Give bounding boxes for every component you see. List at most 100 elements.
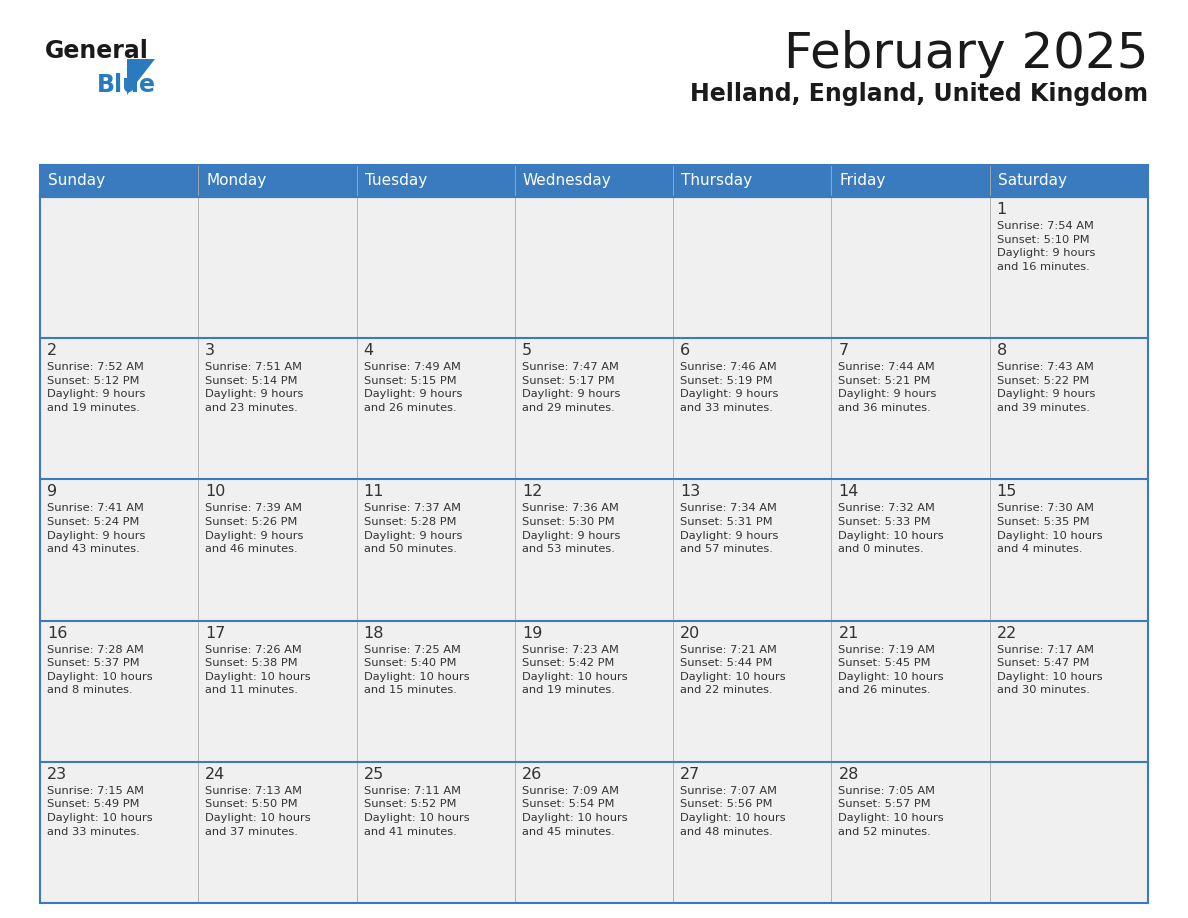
Text: Sunrise: 7:37 AM
Sunset: 5:28 PM
Daylight: 9 hours
and 50 minutes.: Sunrise: 7:37 AM Sunset: 5:28 PM Dayligh… xyxy=(364,503,462,554)
Text: 12: 12 xyxy=(522,485,542,499)
Bar xyxy=(356,621,514,762)
Text: Monday: Monday xyxy=(207,174,266,188)
Bar xyxy=(832,165,990,197)
Bar xyxy=(198,338,356,479)
Text: Sunday: Sunday xyxy=(48,174,105,188)
Text: Sunrise: 7:11 AM
Sunset: 5:52 PM
Daylight: 10 hours
and 41 minutes.: Sunrise: 7:11 AM Sunset: 5:52 PM Dayligh… xyxy=(364,786,469,836)
Text: 28: 28 xyxy=(839,767,859,782)
Text: February 2025: February 2025 xyxy=(784,30,1148,78)
Bar xyxy=(990,165,1148,197)
Text: Thursday: Thursday xyxy=(681,174,752,188)
Polygon shape xyxy=(127,59,154,95)
Text: 19: 19 xyxy=(522,625,542,641)
Text: Sunrise: 7:19 AM
Sunset: 5:45 PM
Daylight: 10 hours
and 26 minutes.: Sunrise: 7:19 AM Sunset: 5:45 PM Dayligh… xyxy=(839,644,944,696)
Text: 27: 27 xyxy=(681,767,701,782)
Text: Sunrise: 7:25 AM
Sunset: 5:40 PM
Daylight: 10 hours
and 15 minutes.: Sunrise: 7:25 AM Sunset: 5:40 PM Dayligh… xyxy=(364,644,469,696)
Text: Sunrise: 7:05 AM
Sunset: 5:57 PM
Daylight: 10 hours
and 52 minutes.: Sunrise: 7:05 AM Sunset: 5:57 PM Dayligh… xyxy=(839,786,944,836)
Text: 9: 9 xyxy=(48,485,57,499)
Text: 7: 7 xyxy=(839,343,848,358)
Bar xyxy=(40,197,198,338)
Bar xyxy=(832,479,990,621)
Text: Sunrise: 7:47 AM
Sunset: 5:17 PM
Daylight: 9 hours
and 29 minutes.: Sunrise: 7:47 AM Sunset: 5:17 PM Dayligh… xyxy=(522,363,620,413)
Text: Sunrise: 7:23 AM
Sunset: 5:42 PM
Daylight: 10 hours
and 19 minutes.: Sunrise: 7:23 AM Sunset: 5:42 PM Dayligh… xyxy=(522,644,627,696)
Text: 20: 20 xyxy=(681,625,701,641)
Text: 17: 17 xyxy=(206,625,226,641)
Bar xyxy=(198,197,356,338)
Text: Sunrise: 7:09 AM
Sunset: 5:54 PM
Daylight: 10 hours
and 45 minutes.: Sunrise: 7:09 AM Sunset: 5:54 PM Dayligh… xyxy=(522,786,627,836)
Bar xyxy=(514,621,674,762)
Text: Sunrise: 7:52 AM
Sunset: 5:12 PM
Daylight: 9 hours
and 19 minutes.: Sunrise: 7:52 AM Sunset: 5:12 PM Dayligh… xyxy=(48,363,145,413)
Bar xyxy=(674,165,832,197)
Bar xyxy=(40,621,198,762)
Text: Sunrise: 7:07 AM
Sunset: 5:56 PM
Daylight: 10 hours
and 48 minutes.: Sunrise: 7:07 AM Sunset: 5:56 PM Dayligh… xyxy=(681,786,785,836)
Bar xyxy=(40,165,198,197)
Bar xyxy=(514,197,674,338)
Bar xyxy=(674,762,832,903)
Text: Sunrise: 7:30 AM
Sunset: 5:35 PM
Daylight: 10 hours
and 4 minutes.: Sunrise: 7:30 AM Sunset: 5:35 PM Dayligh… xyxy=(997,503,1102,554)
Bar xyxy=(356,165,514,197)
Text: General: General xyxy=(45,39,148,63)
Bar xyxy=(832,197,990,338)
Bar xyxy=(356,762,514,903)
Bar xyxy=(198,762,356,903)
Bar xyxy=(514,338,674,479)
Text: 23: 23 xyxy=(48,767,68,782)
Text: 24: 24 xyxy=(206,767,226,782)
Bar xyxy=(40,762,198,903)
Text: 5: 5 xyxy=(522,343,532,358)
Bar xyxy=(40,479,198,621)
Text: Sunrise: 7:17 AM
Sunset: 5:47 PM
Daylight: 10 hours
and 30 minutes.: Sunrise: 7:17 AM Sunset: 5:47 PM Dayligh… xyxy=(997,644,1102,696)
Text: Sunrise: 7:41 AM
Sunset: 5:24 PM
Daylight: 9 hours
and 43 minutes.: Sunrise: 7:41 AM Sunset: 5:24 PM Dayligh… xyxy=(48,503,145,554)
Bar xyxy=(990,621,1148,762)
Bar xyxy=(514,762,674,903)
Text: Tuesday: Tuesday xyxy=(365,174,426,188)
Text: Sunrise: 7:46 AM
Sunset: 5:19 PM
Daylight: 9 hours
and 33 minutes.: Sunrise: 7:46 AM Sunset: 5:19 PM Dayligh… xyxy=(681,363,778,413)
Bar xyxy=(198,479,356,621)
Text: Helland, England, United Kingdom: Helland, England, United Kingdom xyxy=(690,82,1148,106)
Text: 11: 11 xyxy=(364,485,384,499)
Text: 2: 2 xyxy=(48,343,57,358)
Text: 1: 1 xyxy=(997,202,1007,217)
Bar xyxy=(514,479,674,621)
Bar xyxy=(356,338,514,479)
Bar xyxy=(674,479,832,621)
Bar xyxy=(514,165,674,197)
Text: Sunrise: 7:34 AM
Sunset: 5:31 PM
Daylight: 9 hours
and 57 minutes.: Sunrise: 7:34 AM Sunset: 5:31 PM Dayligh… xyxy=(681,503,778,554)
Bar xyxy=(198,621,356,762)
Bar xyxy=(198,165,356,197)
Bar xyxy=(674,621,832,762)
Text: Sunrise: 7:15 AM
Sunset: 5:49 PM
Daylight: 10 hours
and 33 minutes.: Sunrise: 7:15 AM Sunset: 5:49 PM Dayligh… xyxy=(48,786,152,836)
Text: 18: 18 xyxy=(364,625,384,641)
Bar xyxy=(990,338,1148,479)
Text: Sunrise: 7:32 AM
Sunset: 5:33 PM
Daylight: 10 hours
and 0 minutes.: Sunrise: 7:32 AM Sunset: 5:33 PM Dayligh… xyxy=(839,503,944,554)
Bar xyxy=(990,479,1148,621)
Text: 6: 6 xyxy=(681,343,690,358)
Bar xyxy=(832,338,990,479)
Text: Sunrise: 7:36 AM
Sunset: 5:30 PM
Daylight: 9 hours
and 53 minutes.: Sunrise: 7:36 AM Sunset: 5:30 PM Dayligh… xyxy=(522,503,620,554)
Text: Wednesday: Wednesday xyxy=(523,174,612,188)
Bar xyxy=(832,762,990,903)
Text: 4: 4 xyxy=(364,343,374,358)
Bar xyxy=(356,197,514,338)
Text: 8: 8 xyxy=(997,343,1007,358)
Bar xyxy=(832,621,990,762)
Bar xyxy=(674,338,832,479)
Text: Sunrise: 7:13 AM
Sunset: 5:50 PM
Daylight: 10 hours
and 37 minutes.: Sunrise: 7:13 AM Sunset: 5:50 PM Dayligh… xyxy=(206,786,311,836)
Text: 14: 14 xyxy=(839,485,859,499)
Text: 21: 21 xyxy=(839,625,859,641)
Bar xyxy=(990,197,1148,338)
Bar xyxy=(674,197,832,338)
Text: Sunrise: 7:26 AM
Sunset: 5:38 PM
Daylight: 10 hours
and 11 minutes.: Sunrise: 7:26 AM Sunset: 5:38 PM Dayligh… xyxy=(206,644,311,696)
Text: Sunrise: 7:43 AM
Sunset: 5:22 PM
Daylight: 9 hours
and 39 minutes.: Sunrise: 7:43 AM Sunset: 5:22 PM Dayligh… xyxy=(997,363,1095,413)
Text: Sunrise: 7:54 AM
Sunset: 5:10 PM
Daylight: 9 hours
and 16 minutes.: Sunrise: 7:54 AM Sunset: 5:10 PM Dayligh… xyxy=(997,221,1095,272)
Bar xyxy=(990,762,1148,903)
Text: 13: 13 xyxy=(681,485,701,499)
Text: Sunrise: 7:44 AM
Sunset: 5:21 PM
Daylight: 9 hours
and 36 minutes.: Sunrise: 7:44 AM Sunset: 5:21 PM Dayligh… xyxy=(839,363,937,413)
Text: Sunrise: 7:51 AM
Sunset: 5:14 PM
Daylight: 9 hours
and 23 minutes.: Sunrise: 7:51 AM Sunset: 5:14 PM Dayligh… xyxy=(206,363,304,413)
Text: 3: 3 xyxy=(206,343,215,358)
Text: Sunrise: 7:21 AM
Sunset: 5:44 PM
Daylight: 10 hours
and 22 minutes.: Sunrise: 7:21 AM Sunset: 5:44 PM Dayligh… xyxy=(681,644,785,696)
Text: Blue: Blue xyxy=(97,73,156,97)
Text: Sunrise: 7:39 AM
Sunset: 5:26 PM
Daylight: 9 hours
and 46 minutes.: Sunrise: 7:39 AM Sunset: 5:26 PM Dayligh… xyxy=(206,503,304,554)
Text: 26: 26 xyxy=(522,767,542,782)
Bar xyxy=(40,338,198,479)
